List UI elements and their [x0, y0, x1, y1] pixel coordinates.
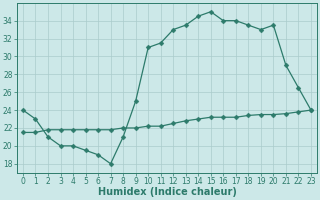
X-axis label: Humidex (Indice chaleur): Humidex (Indice chaleur) — [98, 187, 236, 197]
